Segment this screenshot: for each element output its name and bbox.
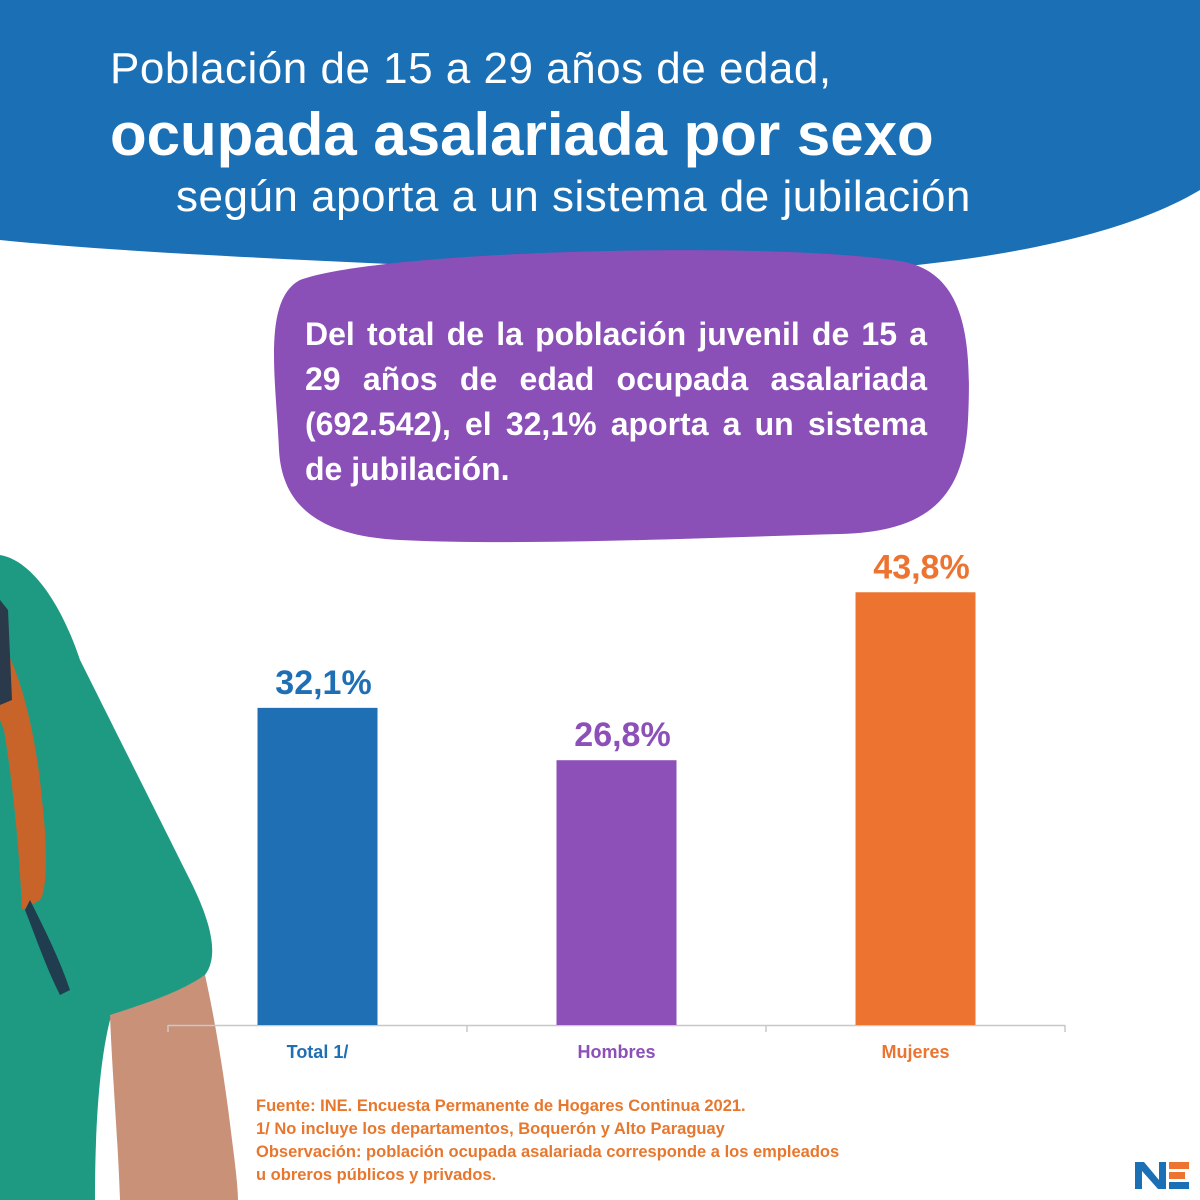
category-label: Total 1/ (287, 1042, 349, 1062)
person-illustration (0, 555, 238, 1200)
source-notes: Fuente: INE. Encuesta Permanente de Hoga… (256, 1095, 839, 1187)
bar-hombres (556, 760, 677, 1025)
title-line-2: ocupada asalariada por sexo (110, 101, 934, 168)
backpack-strap-dark (0, 600, 12, 705)
observation-note-line-2: u obreros públicos y privados. (256, 1166, 497, 1184)
bar-value-label: 43,8% (873, 548, 969, 586)
source-note: Fuente: INE. Encuesta Permanente de Hoga… (256, 1097, 746, 1115)
callout-blob (274, 250, 969, 543)
title-line-1: Población de 15 a 29 años de edad, (110, 44, 832, 93)
category-label: Mujeres (881, 1042, 949, 1062)
shirt (0, 555, 213, 1200)
backpack-strap (0, 640, 46, 910)
backpack-dark (25, 900, 70, 995)
title-line-3: según aporta a un sistema de jubilación (176, 172, 971, 221)
arm (110, 975, 238, 1200)
bar-value-label: 26,8% (574, 716, 670, 754)
footnote: 1/ No incluye los departamentos, Boqueró… (256, 1120, 725, 1138)
observation-note-line-1: Observación: población ocupada asalariad… (256, 1143, 840, 1161)
bar-total-1 (257, 707, 378, 1025)
callout-text: Del total de la población juvenil de 15 … (305, 316, 927, 487)
ine-logo (1135, 1162, 1189, 1189)
header-band (0, 0, 1200, 276)
category-label: Hombres (577, 1042, 655, 1062)
bar-mujeres (855, 592, 976, 1025)
bar-value-label: 32,1% (275, 664, 371, 702)
